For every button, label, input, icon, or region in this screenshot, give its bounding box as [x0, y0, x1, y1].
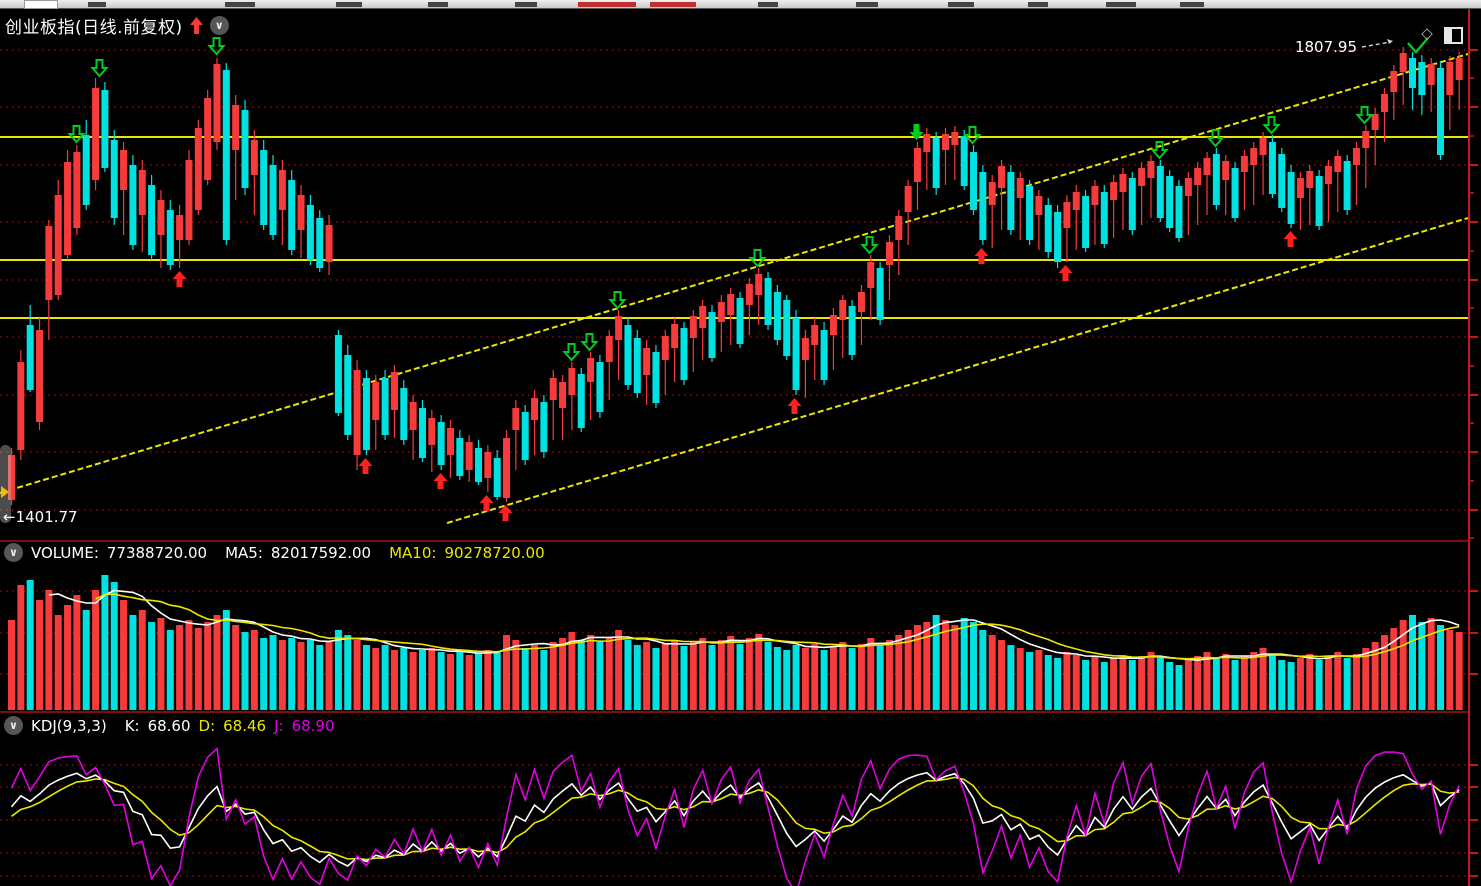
kdj-lines-layer: [10, 746, 1460, 886]
panel-toggle-icon[interactable]: [1444, 27, 1463, 44]
menu-item-stub[interactable]: [578, 2, 636, 7]
chevron-down-circle-icon[interactable]: ∨: [4, 543, 23, 562]
low-price-label: ←1401.77: [3, 508, 78, 526]
main-chart-header: 创业板指(日线.前复权) ∨: [5, 13, 229, 38]
menu-item-stub[interactable]: [1028, 2, 1048, 7]
kdj-d-label: D:: [198, 716, 216, 735]
pane-separators-layer: [0, 540, 1481, 713]
panel-toggle-fill: [1446, 29, 1452, 42]
candles-layer: [8, 47, 1463, 505]
red-up-arrow-icon: [189, 17, 203, 34]
channel-lines-layer: [0, 53, 1469, 524]
diamond-icon[interactable]: ◇: [1421, 24, 1433, 42]
kdj-k-value: 68.60: [147, 716, 191, 735]
volume-value: 77388720.00: [106, 543, 208, 562]
chart-title: 创业板指(日线.前复权): [5, 18, 183, 38]
chevron-down-circle-icon[interactable]: ∨: [209, 16, 229, 35]
menu-item-stub[interactable]: [88, 2, 106, 7]
volume-bars-layer: [8, 575, 1463, 710]
chevron-down-circle-icon[interactable]: ∨: [4, 716, 23, 735]
menu-item-stub[interactable]: [948, 2, 974, 7]
high-price-label: 1807.95: [1294, 38, 1357, 56]
app-logo: [24, 0, 58, 9]
volume-label: VOLUME:: [31, 543, 99, 562]
kdj-pane-header: ∨ KDJ(9,3,3) K: 68.60 D: 68.46 J: 68.90: [4, 716, 335, 735]
menu-item-stub[interactable]: [225, 2, 255, 7]
volume-ma10-value: 90278720.00: [444, 543, 545, 562]
volume-ma5-value: 82017592.00: [270, 543, 372, 562]
menu-item-stub[interactable]: [1180, 2, 1204, 7]
kdj-j-label: J:: [274, 716, 284, 735]
left-scroll-marker[interactable]: [0, 445, 11, 523]
menu-item-stub[interactable]: [336, 2, 362, 7]
volume-pane-header: ∨ VOLUME: 77388720.00 MA5: 82017592.00 M…: [4, 543, 545, 562]
menu-item-stub[interactable]: [1106, 2, 1136, 7]
kdj-name: KDJ(9,3,3): [31, 716, 107, 735]
menu-item-stub[interactable]: [515, 2, 537, 7]
kdj-d-value: 68.46: [223, 716, 267, 735]
signal-arrows-layer: [67, 37, 1429, 521]
menu-item-stub[interactable]: [856, 2, 878, 7]
right-axis-layer: [1468, 8, 1481, 886]
menu-item-stub[interactable]: [428, 2, 448, 7]
volume-ma10-label: MA10:: [389, 543, 437, 562]
volume-ma-lines-layer: [48, 589, 1460, 662]
high-label-arrow: [1361, 39, 1393, 48]
kdj-k-label: K:: [124, 716, 140, 735]
menu-bar[interactable]: [0, 0, 1481, 9]
menu-item-stub[interactable]: [650, 2, 696, 7]
grid-lines-layer: [0, 49, 1468, 877]
menu-item-stub[interactable]: [758, 2, 778, 7]
kdj-j-value: 68.90: [291, 716, 335, 735]
volume-ma5-label: MA5:: [225, 543, 263, 562]
